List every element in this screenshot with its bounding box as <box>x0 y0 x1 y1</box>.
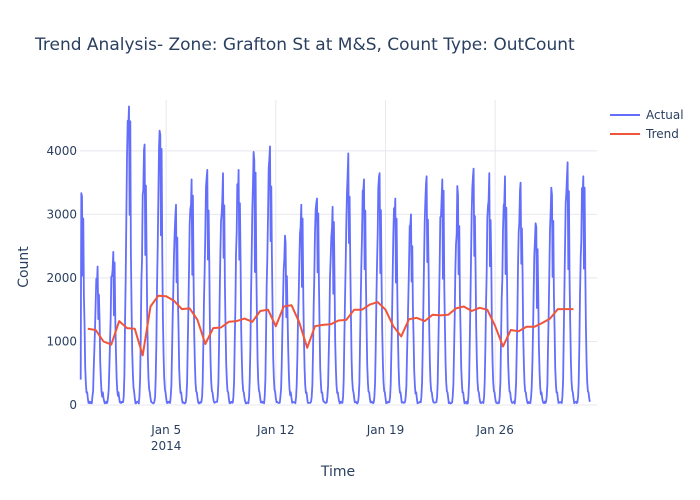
actual-series <box>79 105 591 405</box>
y-axis-title: Count <box>16 246 32 288</box>
legend-item-trend[interactable]: Trend <box>610 127 679 141</box>
x-tick-label: Jan 26 <box>475 423 514 437</box>
x-tick-sublabel: 2014 <box>151 439 182 453</box>
y-tick-label: 1000 <box>46 334 77 348</box>
legend: Actual Trend <box>610 108 684 141</box>
y-tick-label: 0 <box>69 398 77 412</box>
legend-label: Actual <box>646 108 684 122</box>
y-tick-label: 2000 <box>46 271 77 285</box>
chart-title: Trend Analysis- Zone: Grafton St at M&S,… <box>34 35 575 55</box>
x-tick-label: Jan 5 <box>150 423 181 437</box>
trend-line <box>87 294 574 357</box>
x-tick-label: Jan 12 <box>256 423 295 437</box>
x-tick-label: Jan 19 <box>366 423 405 437</box>
y-tick-label: 3000 <box>46 207 77 221</box>
y-tick-label: 4000 <box>46 144 77 158</box>
legend-label: Trend <box>645 127 679 141</box>
x-axis-title: Time <box>320 464 355 480</box>
y-axis-ticks: 0 1000 2000 3000 4000 <box>46 144 77 412</box>
actual-line <box>79 105 591 405</box>
trend-series <box>87 294 574 357</box>
grid <box>80 100 597 406</box>
legend-item-actual[interactable]: Actual <box>610 108 684 122</box>
x-axis-ticks: Jan 5 2014 Jan 12 Jan 19 Jan 26 <box>150 423 514 453</box>
